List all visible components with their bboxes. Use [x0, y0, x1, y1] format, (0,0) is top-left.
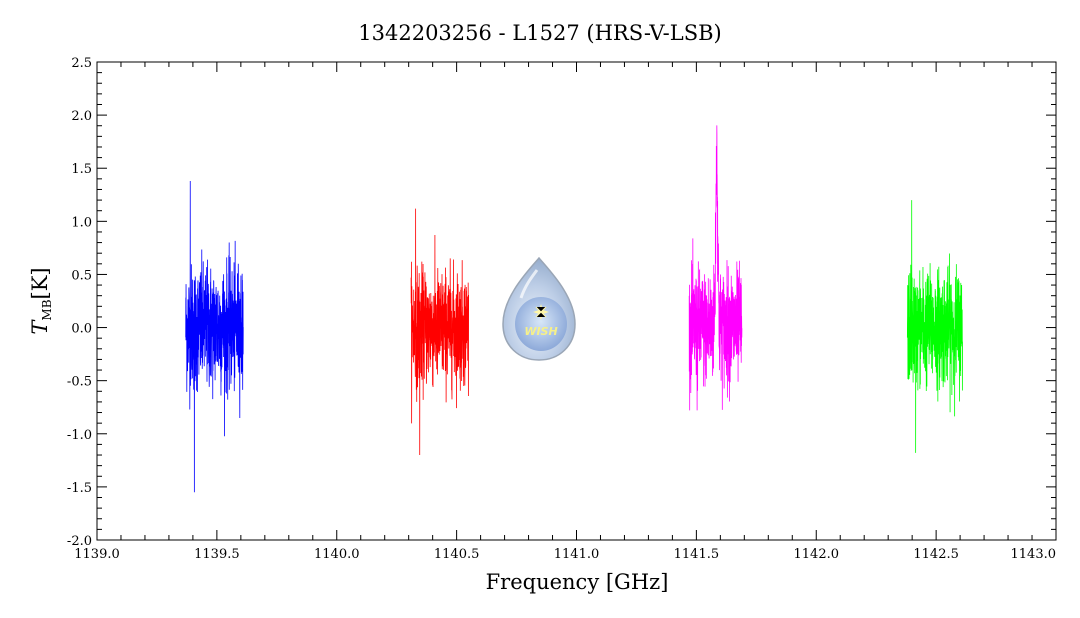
y-tick-label: 2.0 — [71, 109, 92, 124]
chart-title: 1342203256 - L1527 (HRS-V-LSB) — [358, 21, 721, 45]
y-tick-label: -0.5 — [67, 375, 92, 390]
x-tick-labels: 1139.0 1139.5 1140.0 1140.5 1141.0 1141.5 1142… — [74, 547, 1056, 562]
x-axis-label: Frequency [GHz] — [486, 570, 669, 594]
x-tick-label: 1142.0 — [794, 547, 840, 562]
y-tick-label: 1.0 — [71, 215, 92, 230]
svg-text:TMB[K]: TMB[K] — [28, 267, 54, 334]
y-tick-label: 0.0 — [71, 322, 92, 337]
wish-logo: WISH — [502, 256, 576, 361]
y-axis-label-unit: [K] — [28, 267, 52, 299]
y-tick-label: 0.5 — [71, 268, 92, 283]
y-tick-label: -1.0 — [67, 428, 92, 443]
y-tick-label: 2.5 — [71, 56, 92, 71]
series-line-3 — [688, 125, 743, 411]
x-tick-label: 1139.0 — [74, 547, 120, 562]
logo-label: WISH — [524, 325, 557, 338]
x-tick-label: 1143.0 — [1011, 547, 1057, 562]
y-tick-label: -2.0 — [67, 534, 92, 549]
y-tick-label: 1.5 — [71, 162, 92, 177]
y-tick-labels: 2.5 2.0 1.5 1.0 0.5 0.0 -0.5 -1.0 -1.5 -2.0 — [67, 56, 92, 549]
x-tick-label: 1140.5 — [434, 547, 480, 562]
x-tick-label: 1141.5 — [674, 547, 720, 562]
y-axis-label-main: T — [28, 319, 52, 335]
series-line-4 — [906, 200, 963, 453]
star-icon — [533, 304, 549, 320]
x-tick-label: 1139.5 — [194, 547, 240, 562]
series-line-1 — [185, 180, 244, 493]
y-axis-label: TMB[K] — [28, 267, 54, 334]
y-axis-label-sub: MB — [40, 299, 54, 320]
series-layer — [185, 125, 963, 493]
y-tick-label: -1.5 — [67, 481, 92, 496]
ticks-layer — [96, 61, 1057, 541]
x-tick-label: 1141.0 — [554, 547, 600, 562]
series-line-2 — [410, 208, 470, 456]
x-tick-label: 1140.0 — [314, 547, 360, 562]
x-tick-label: 1142.5 — [913, 547, 959, 562]
